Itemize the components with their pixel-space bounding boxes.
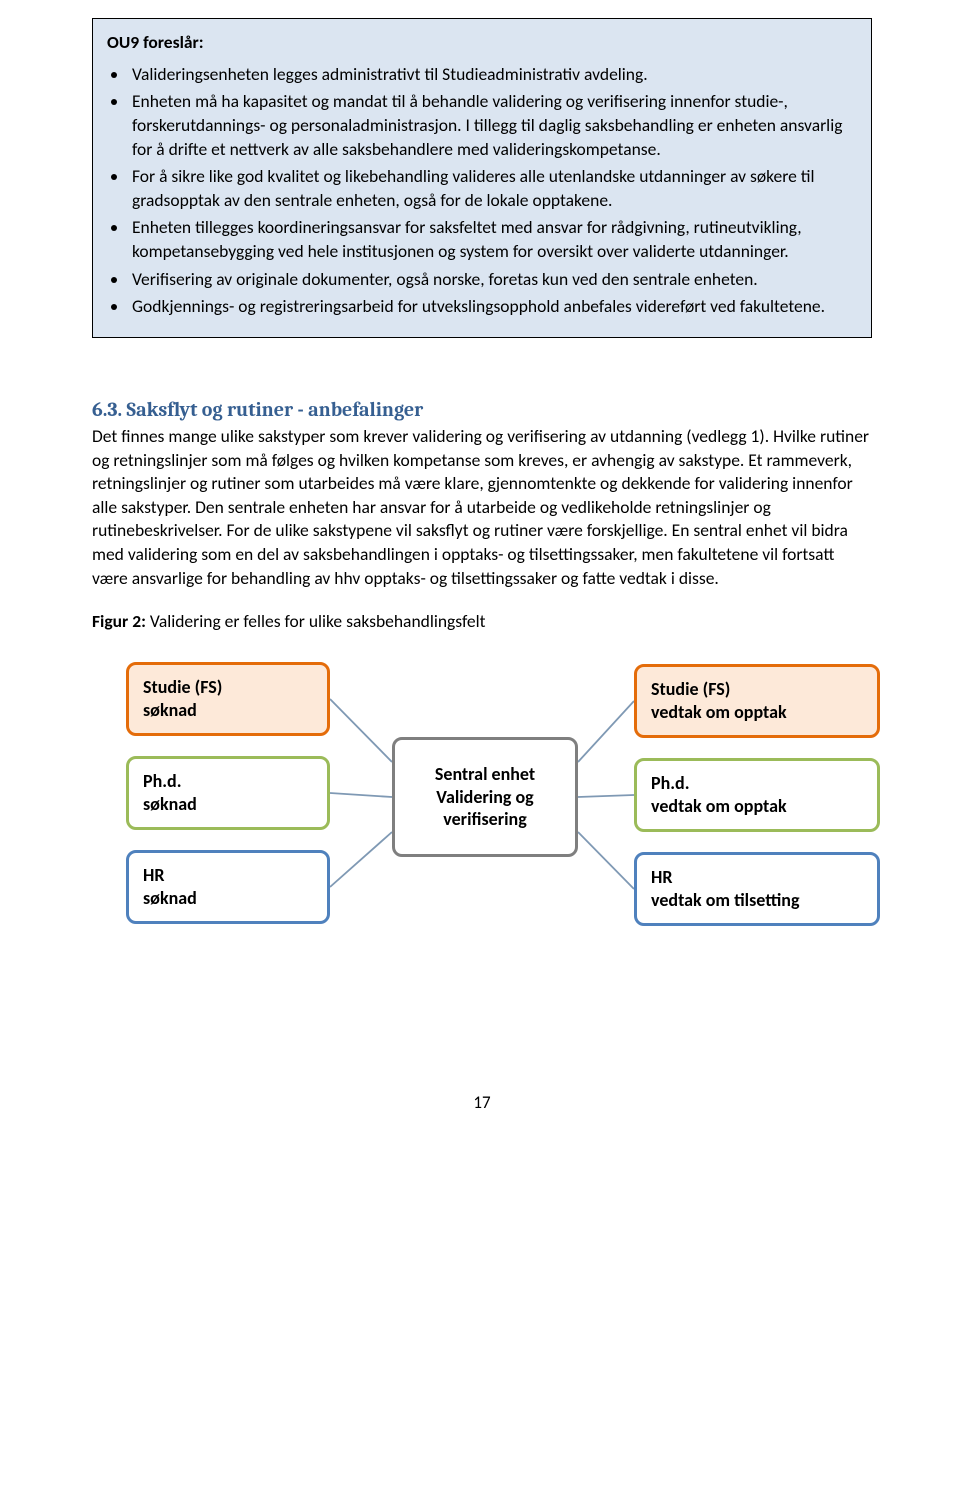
box-bullet-list: Valideringsenheten legges administrativt… [107, 63, 857, 319]
box-bullet-item: For å sikre like god kvalitet og likebeh… [129, 165, 857, 212]
diagram-node-sentral: Sentral enhetValidering ogverifisering [392, 737, 578, 857]
diagram-node-hr-vedtak: HRvedtak om tilsetting [634, 852, 880, 926]
diagram-node-studie-soknad: Studie (FS)søknad [126, 662, 330, 736]
flow-diagram: Studie (FS)søknad Ph.d.søknad HRsøknad Sent… [126, 662, 896, 1002]
page-number: 17 [92, 1092, 872, 1115]
diagram-node-phd-vedtak: Ph.d.vedtak om opptak [634, 758, 880, 832]
figure-label-bold: Figur 2: [92, 610, 146, 632]
box-bullet-item: Enheten tillegges koordineringsansvar fo… [129, 216, 857, 263]
diagram-edge [330, 832, 392, 887]
diagram-edge [578, 795, 634, 797]
box-bullet-item: Verifisering av originale dokumenter, og… [129, 268, 857, 292]
box-title: OU9 foreslår: [107, 31, 857, 55]
box-bullet-item: Enheten må ha kapasitet og mandat til å … [129, 90, 857, 161]
diagram-edge [330, 793, 392, 797]
figure-label: Figur 2: Validering er felles for ulike … [92, 610, 872, 634]
section-body: Det finnes mange ulike sakstyper som kre… [92, 425, 872, 590]
diagram-edge [578, 832, 634, 889]
section-heading: 6.3. Saksflyt og rutiner - anbefalinger [92, 396, 872, 423]
diagram-node-studie-vedtak: Studie (FS)vedtak om opptak [634, 664, 880, 738]
diagram-edge [578, 701, 634, 762]
diagram-node-phd-soknad: Ph.d.søknad [126, 756, 330, 830]
recommendation-box: OU9 foreslår: Valideringsenheten legges … [92, 18, 872, 338]
box-bullet-item: Valideringsenheten legges administrativt… [129, 63, 857, 87]
figure-label-rest: Validering er felles for ulike saksbehan… [146, 610, 486, 632]
box-bullet-item: Godkjennings- og registreringsarbeid for… [129, 295, 857, 319]
diagram-node-hr-soknad: HRsøknad [126, 850, 330, 924]
diagram-edge [330, 699, 392, 762]
